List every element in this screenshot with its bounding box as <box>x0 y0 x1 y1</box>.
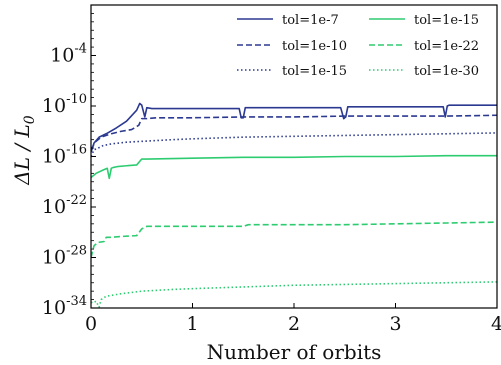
y-tick-label: 10-34 <box>42 294 87 319</box>
y-axis-title-main: ΔL / L <box>10 124 34 185</box>
legend-label: tol=1e-7 <box>282 13 339 28</box>
legend-label: tol=1e-10 <box>282 39 347 54</box>
plot-area <box>91 102 497 308</box>
axes: Number of orbits ΔL / L0 0 1 2 3 410-410-101… <box>10 4 501 364</box>
legend-label: tol=1e-22 <box>414 39 479 54</box>
series-line-5 <box>91 221 497 258</box>
x-tick-label: 0 <box>85 313 97 335</box>
series-line-4 <box>91 154 497 180</box>
x-tick-label: 2 <box>288 313 300 335</box>
y-axis-title-sub: 0 <box>22 115 38 124</box>
x-axis-title: Number of orbits <box>207 340 382 364</box>
y-axis-title: ΔL / L0 <box>10 115 38 185</box>
x-tick-label: 1 <box>186 313 198 335</box>
y-tick-label: 10-16 <box>42 143 87 168</box>
series-line-2 <box>91 114 497 151</box>
series-line-6 <box>91 281 497 308</box>
x-tick-label: 3 <box>389 313 401 335</box>
legend-label: tol=1e-15 <box>414 13 479 28</box>
y-tick-label: 10-28 <box>42 244 87 269</box>
x-tick-label: 4 <box>491 313 501 335</box>
y-tick-label: 10-22 <box>42 193 87 218</box>
y-tick-label: 10-4 <box>50 42 87 67</box>
series-line-3 <box>91 132 497 157</box>
series-line-1 <box>91 102 497 153</box>
legend: tol=1e-7 tol=1e-10 tol=1e-15 tol=1e-15 tol=1… <box>237 13 479 79</box>
legend-label: tol=1e-15 <box>282 64 347 79</box>
legend-label: tol=1e-30 <box>414 64 479 79</box>
y-tick-label: 10-10 <box>42 92 87 117</box>
